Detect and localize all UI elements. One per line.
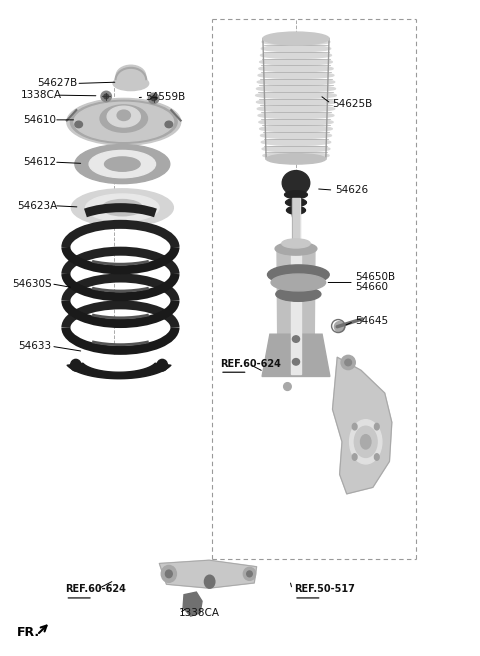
Polygon shape (291, 249, 301, 373)
Ellipse shape (259, 66, 333, 72)
Polygon shape (67, 363, 171, 379)
Polygon shape (183, 592, 202, 616)
Text: 54559B: 54559B (145, 92, 185, 102)
Ellipse shape (243, 567, 256, 581)
Ellipse shape (258, 112, 334, 119)
Ellipse shape (352, 454, 357, 461)
Ellipse shape (345, 359, 351, 366)
Ellipse shape (262, 39, 330, 45)
Ellipse shape (276, 287, 321, 301)
Ellipse shape (263, 32, 329, 45)
Ellipse shape (286, 199, 306, 207)
Ellipse shape (267, 265, 329, 285)
Text: 54623A: 54623A (17, 201, 57, 211)
Text: 54633: 54633 (18, 341, 51, 351)
Ellipse shape (271, 274, 325, 291)
Ellipse shape (113, 76, 149, 91)
Ellipse shape (74, 102, 174, 141)
Ellipse shape (100, 105, 147, 133)
Text: REF.60-624: REF.60-624 (220, 359, 281, 369)
Text: 54625B: 54625B (333, 98, 373, 109)
Ellipse shape (71, 100, 177, 143)
Ellipse shape (262, 146, 330, 152)
Polygon shape (292, 198, 300, 250)
Ellipse shape (72, 189, 173, 226)
Ellipse shape (256, 99, 336, 105)
Ellipse shape (275, 242, 317, 255)
Ellipse shape (116, 65, 145, 86)
Text: 1338CA: 1338CA (21, 90, 62, 100)
Ellipse shape (105, 157, 140, 171)
Ellipse shape (374, 423, 379, 430)
Ellipse shape (292, 336, 300, 342)
Ellipse shape (352, 423, 357, 430)
Ellipse shape (257, 79, 335, 85)
Ellipse shape (165, 121, 173, 128)
Ellipse shape (261, 139, 331, 145)
Ellipse shape (349, 420, 382, 464)
Ellipse shape (263, 152, 329, 159)
Polygon shape (292, 214, 300, 224)
Ellipse shape (151, 96, 156, 100)
Text: 1338CA: 1338CA (179, 608, 220, 618)
Ellipse shape (67, 98, 180, 145)
Polygon shape (277, 249, 315, 373)
Ellipse shape (260, 126, 332, 132)
Text: 54630S: 54630S (12, 279, 52, 289)
Text: 54627B: 54627B (37, 79, 77, 89)
Ellipse shape (101, 91, 111, 102)
Ellipse shape (266, 154, 326, 164)
Ellipse shape (104, 94, 108, 98)
Text: 54612: 54612 (23, 157, 56, 167)
Ellipse shape (166, 570, 172, 578)
Ellipse shape (157, 359, 168, 371)
Ellipse shape (360, 435, 371, 449)
Ellipse shape (285, 191, 307, 199)
Ellipse shape (256, 86, 336, 92)
Text: 54650B: 54650B (355, 272, 395, 282)
Text: REF.50-517: REF.50-517 (294, 584, 355, 594)
Ellipse shape (261, 133, 332, 138)
Ellipse shape (257, 106, 335, 112)
Ellipse shape (282, 239, 310, 248)
Ellipse shape (261, 52, 332, 58)
Text: 54660: 54660 (355, 282, 388, 292)
Ellipse shape (107, 106, 140, 127)
Ellipse shape (260, 59, 332, 65)
Ellipse shape (374, 454, 379, 461)
Ellipse shape (282, 171, 310, 195)
Text: 54626: 54626 (335, 185, 368, 195)
Ellipse shape (259, 119, 333, 125)
Ellipse shape (287, 207, 305, 214)
Ellipse shape (204, 575, 215, 588)
Ellipse shape (71, 359, 81, 371)
Ellipse shape (75, 121, 83, 128)
Text: 54645: 54645 (355, 316, 388, 327)
Ellipse shape (256, 92, 336, 98)
Ellipse shape (89, 150, 156, 178)
Ellipse shape (85, 194, 159, 221)
Text: FR.: FR. (17, 626, 40, 639)
Ellipse shape (247, 571, 252, 577)
Ellipse shape (161, 565, 177, 583)
Text: REF.60-624: REF.60-624 (65, 584, 126, 594)
Ellipse shape (284, 382, 291, 390)
Ellipse shape (261, 45, 331, 52)
Polygon shape (333, 358, 392, 494)
Ellipse shape (335, 321, 345, 332)
Polygon shape (262, 334, 330, 377)
Ellipse shape (341, 356, 355, 369)
Polygon shape (159, 560, 257, 588)
Ellipse shape (292, 359, 300, 365)
Ellipse shape (117, 110, 131, 121)
Ellipse shape (102, 199, 143, 216)
Ellipse shape (75, 144, 170, 184)
Ellipse shape (354, 426, 377, 457)
Ellipse shape (148, 93, 159, 104)
Ellipse shape (258, 72, 334, 79)
Text: 54610: 54610 (23, 115, 56, 125)
